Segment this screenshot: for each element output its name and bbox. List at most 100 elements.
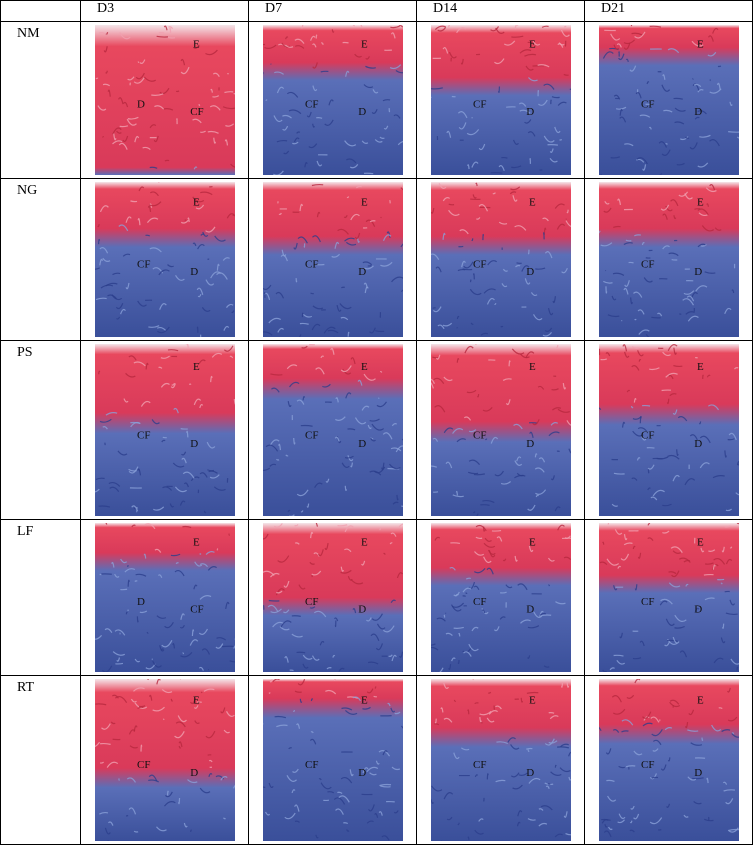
fiber [625, 239, 632, 242]
region-label: E [529, 361, 536, 373]
fiber [474, 774, 479, 778]
fiber [667, 757, 671, 762]
fiber [160, 355, 171, 359]
fiber [210, 375, 213, 383]
fiber [641, 435, 647, 441]
fiber [663, 109, 673, 113]
fiber [125, 372, 136, 378]
fiber [499, 616, 506, 620]
fiber [345, 158, 357, 164]
fiber [396, 494, 399, 501]
fiber [220, 776, 228, 781]
fiber [376, 623, 386, 630]
fiber [325, 478, 330, 483]
fiber [432, 306, 442, 313]
fiber [632, 657, 642, 660]
region-label: CF [305, 258, 318, 270]
fiber [375, 330, 385, 333]
fiber [458, 122, 467, 130]
fiber [736, 136, 739, 139]
fiber [662, 74, 666, 80]
fiber [465, 577, 471, 580]
fiber [537, 385, 545, 390]
fiber [387, 702, 391, 707]
fiber [175, 562, 179, 565]
fiber [193, 584, 198, 590]
fiber [667, 454, 680, 460]
fiber [199, 594, 212, 600]
fiber [722, 781, 728, 785]
fiber [488, 710, 498, 715]
fiber [727, 828, 739, 832]
fiber [511, 35, 524, 38]
fiber [373, 695, 378, 698]
fiber [286, 91, 299, 98]
fiber [482, 499, 495, 504]
fiber [624, 351, 630, 358]
fiber [173, 407, 179, 414]
fiber [324, 543, 329, 551]
fiber [625, 765, 636, 768]
fiber [510, 186, 521, 191]
fiber [687, 315, 699, 322]
fiber [568, 776, 571, 781]
fiber [494, 58, 505, 65]
fiber [156, 615, 167, 619]
fiber [698, 212, 708, 217]
image-cell: E CF D [416, 178, 585, 341]
fiber [529, 431, 534, 439]
fiber [736, 666, 739, 671]
fiber [563, 73, 569, 76]
fiber [565, 833, 571, 836]
fiber [120, 308, 126, 315]
fiber [605, 352, 611, 357]
fiber [453, 752, 460, 760]
fiber [519, 109, 531, 114]
fiber [192, 118, 202, 124]
fiber [527, 749, 530, 752]
corner [0, 0, 81, 22]
region-label: D [358, 603, 366, 615]
region-label: D [694, 438, 702, 450]
fiber [431, 253, 440, 261]
tissue [599, 523, 739, 672]
fiber [549, 715, 559, 720]
fiber [690, 742, 703, 746]
fiber [559, 767, 571, 773]
fiber [116, 316, 121, 320]
fiber [538, 99, 548, 106]
region-label: CF [641, 759, 654, 771]
fiber [661, 84, 671, 92]
fiber [99, 205, 109, 213]
fiber [527, 504, 536, 511]
fiber [349, 164, 359, 169]
fiber [205, 551, 215, 556]
fiber [336, 305, 342, 312]
fiber [112, 127, 122, 135]
fiber [557, 746, 570, 749]
fiber [278, 212, 282, 216]
fiber [366, 688, 374, 694]
fiber [704, 818, 714, 822]
fiber [312, 85, 318, 92]
fiber [312, 123, 316, 128]
histology-image: E CF D [95, 679, 235, 841]
fiber [197, 243, 205, 250]
fiber [486, 717, 495, 723]
fiber [309, 738, 317, 745]
fiber [380, 785, 391, 788]
fiber [505, 584, 513, 589]
fiber [119, 32, 131, 40]
fiber [445, 632, 453, 637]
fiber [687, 729, 699, 732]
fiber [434, 405, 446, 413]
fiber [391, 423, 398, 427]
fiber [212, 72, 220, 77]
fiber [386, 231, 391, 238]
fiber [341, 707, 353, 711]
fiber [193, 705, 199, 709]
fiber [99, 247, 109, 254]
fiber [133, 77, 145, 84]
fiber [107, 89, 111, 97]
fiber [283, 609, 290, 614]
